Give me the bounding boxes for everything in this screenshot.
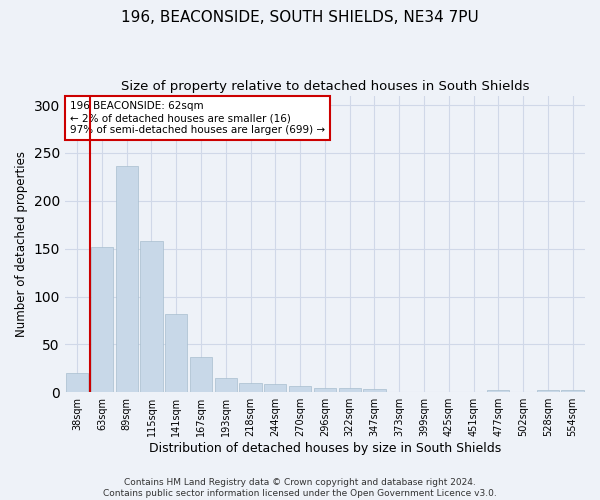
Bar: [314, 388, 336, 392]
Bar: [536, 390, 559, 392]
Y-axis label: Number of detached properties: Number of detached properties: [15, 151, 28, 337]
Bar: [239, 382, 262, 392]
Text: 196, BEACONSIDE, SOUTH SHIELDS, NE34 7PU: 196, BEACONSIDE, SOUTH SHIELDS, NE34 7PU: [121, 10, 479, 25]
Bar: [66, 373, 88, 392]
Bar: [487, 390, 509, 392]
Bar: [264, 384, 286, 392]
Bar: [289, 386, 311, 392]
X-axis label: Distribution of detached houses by size in South Shields: Distribution of detached houses by size …: [149, 442, 501, 455]
Title: Size of property relative to detached houses in South Shields: Size of property relative to detached ho…: [121, 80, 529, 93]
Text: 196 BEACONSIDE: 62sqm
← 2% of detached houses are smaller (16)
97% of semi-detac: 196 BEACONSIDE: 62sqm ← 2% of detached h…: [70, 102, 325, 134]
Bar: [215, 378, 237, 392]
Bar: [363, 390, 386, 392]
Bar: [562, 390, 584, 392]
Bar: [190, 357, 212, 392]
Bar: [91, 247, 113, 392]
Bar: [338, 388, 361, 392]
Bar: [116, 166, 138, 392]
Text: Contains HM Land Registry data © Crown copyright and database right 2024.
Contai: Contains HM Land Registry data © Crown c…: [103, 478, 497, 498]
Bar: [140, 241, 163, 392]
Bar: [165, 314, 187, 392]
